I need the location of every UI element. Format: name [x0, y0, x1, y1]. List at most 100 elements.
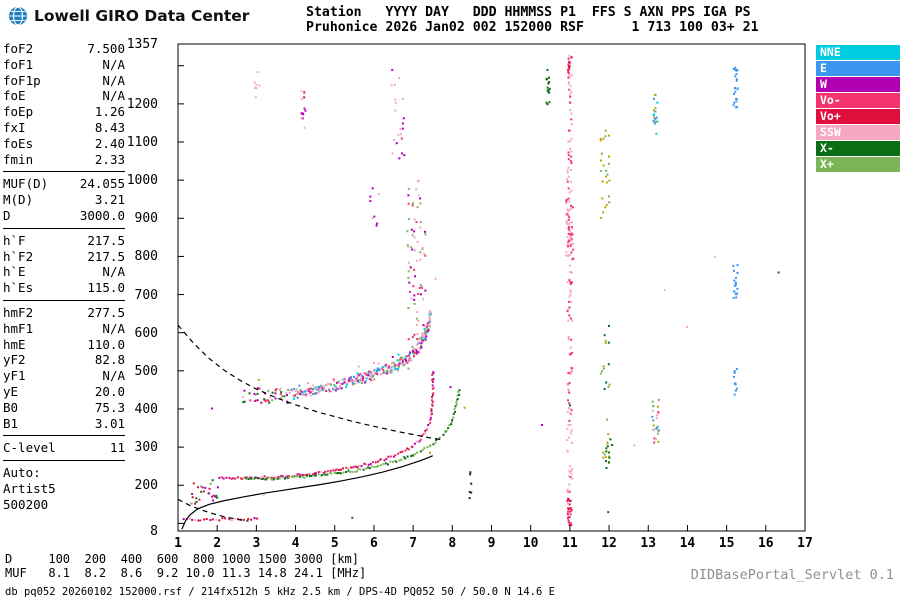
- station-header-line2: Pruhonice 2026 Jan02 002 152000 RSF 1 71…: [306, 20, 759, 35]
- giro-logo: Lowell GIRO Data Center: [8, 6, 249, 26]
- param-label: M(D): [3, 192, 34, 208]
- param-label: MUF(D): [3, 176, 49, 192]
- param-row: hmE 110.0: [3, 337, 125, 353]
- station-header: Station YYYY DAY DDD HHMMSS P1 FFS S AXN…: [306, 5, 759, 35]
- param-label: foF1: [3, 56, 34, 72]
- legend-item-vo+: Vo+: [816, 109, 900, 124]
- param-label: yE: [3, 383, 19, 399]
- ionogram-curves: [177, 324, 441, 530]
- param-label: hmE: [3, 336, 26, 352]
- param-value: N/A: [102, 368, 125, 384]
- param-label: B0: [3, 399, 19, 415]
- param-value: 75.3: [94, 399, 125, 415]
- echo-direction-legend: NNE E W Vo- Vo+ SSW X- X+: [816, 45, 900, 173]
- param-row: foF2 7.500: [3, 41, 125, 57]
- param-label: foE: [3, 88, 26, 104]
- param-row: hmF1 N/A: [3, 321, 125, 337]
- param-label: C-level: [3, 440, 56, 456]
- parameter-panel: foF2 7.500 foF1 N/A foF1p N/A foE N/A foEp 1.26 fx…: [3, 41, 125, 513]
- param-label: yF2: [3, 352, 26, 368]
- muf-row: MUF 8.1 8.2 8.6 9.2 10.0 11.3 14.8 24.1 …: [5, 566, 367, 580]
- panel-divider: [3, 171, 125, 173]
- param-value: 7.500: [87, 41, 125, 56]
- param-label: hmF2: [3, 304, 34, 320]
- param-row: MUF(D) 24.055: [3, 176, 125, 192]
- logo-text: Lowell GIRO Data Center: [34, 7, 250, 25]
- param-label: foEp: [3, 104, 34, 120]
- param-row: hmF2 277.5: [3, 305, 125, 321]
- legend-item-x-: X-: [816, 141, 900, 156]
- param-row: h`F2 217.5: [3, 249, 125, 265]
- legend-item-x+: X+: [816, 157, 900, 172]
- param-label: B1: [3, 415, 19, 431]
- param-value: 1.26: [94, 104, 125, 120]
- param-value: N/A: [102, 88, 125, 104]
- param-row: h`F 217.5: [3, 233, 125, 249]
- param-row: B0 75.3: [3, 400, 125, 416]
- panel-divider: [3, 435, 125, 437]
- panel-divider: [3, 460, 125, 462]
- param-value: 8.43: [94, 119, 125, 135]
- ionogram-echo-dots: [182, 54, 780, 527]
- legend-item-vo-: Vo-: [816, 93, 900, 108]
- param-label: fxI: [3, 119, 26, 135]
- distance-row: D 100 200 400 600 800 1000 1500 3000 [km…: [5, 552, 360, 566]
- param-value: 277.5: [87, 304, 125, 320]
- param-value: 20.0: [94, 383, 125, 399]
- param-value: 82.8: [94, 352, 125, 368]
- param-value: 2.33: [94, 151, 125, 167]
- param-value: 3000.0: [79, 207, 125, 223]
- plot-frame: [177, 43, 806, 532]
- param-value: 110.0: [87, 336, 125, 352]
- legend-item-e: E: [816, 61, 900, 76]
- param-value: 11: [109, 440, 125, 456]
- legend-item-w: W: [816, 77, 900, 92]
- param-row: h`Es 115.0: [3, 280, 125, 296]
- param-row: h`E N/A: [3, 264, 125, 280]
- panel-divider: [3, 299, 125, 301]
- measurement-info: db pq052 20260102 152000.rsf / 214fx512h…: [5, 586, 555, 598]
- param-row: foEs 2.40: [3, 136, 125, 152]
- param-value: 3.21: [94, 192, 125, 208]
- param-row: foEp 1.26: [3, 104, 125, 120]
- param-label: h`E: [3, 264, 26, 280]
- param-row: foF1 N/A: [3, 57, 125, 73]
- param-row: M(D) 3.21: [3, 192, 125, 208]
- param-label: foF1p: [3, 72, 41, 88]
- auto-value: Artist5: [3, 480, 56, 496]
- auto-value: 500200: [3, 496, 49, 512]
- param-value: N/A: [102, 320, 125, 336]
- param-value: N/A: [102, 72, 125, 88]
- param-row: yF1 N/A: [3, 368, 125, 384]
- param-label: h`Es: [3, 280, 34, 296]
- param-label: yF1: [3, 368, 26, 384]
- param-label: foEs: [3, 135, 34, 151]
- param-row: fmin 2.33: [3, 152, 125, 168]
- param-label: h`F: [3, 232, 26, 248]
- param-row: C-level 11: [3, 440, 125, 456]
- param-row: yE 20.0: [3, 384, 125, 400]
- param-row: foE N/A: [3, 88, 125, 104]
- param-value: 115.0: [87, 280, 125, 296]
- param-row: yF2 82.8: [3, 352, 125, 368]
- param-label: hmF1: [3, 320, 34, 336]
- param-label: fmin: [3, 151, 34, 167]
- param-value: 2.40: [94, 135, 125, 151]
- param-value: 217.5: [87, 248, 125, 264]
- param-row: D 3000.0: [3, 208, 125, 224]
- param-label: h`F2: [3, 248, 34, 264]
- param-value: 24.055: [79, 176, 125, 192]
- param-row: foF1p N/A: [3, 73, 125, 89]
- station-header-line1: Station YYYY DAY DDD HHMMSS P1 FFS S AXN…: [306, 5, 751, 20]
- param-value: N/A: [102, 56, 125, 72]
- servlet-version: DIDBasePortal_Servlet 0.1: [690, 567, 894, 583]
- param-row: fxI 8.43: [3, 120, 125, 136]
- panel-divider: [3, 227, 125, 229]
- param-label: foF2: [3, 41, 34, 56]
- giro-globe-icon: [9, 6, 27, 26]
- legend-item-ssw: SSW: [816, 125, 900, 140]
- auto-label: Auto:: [3, 465, 41, 481]
- param-value: 3.01: [94, 415, 125, 431]
